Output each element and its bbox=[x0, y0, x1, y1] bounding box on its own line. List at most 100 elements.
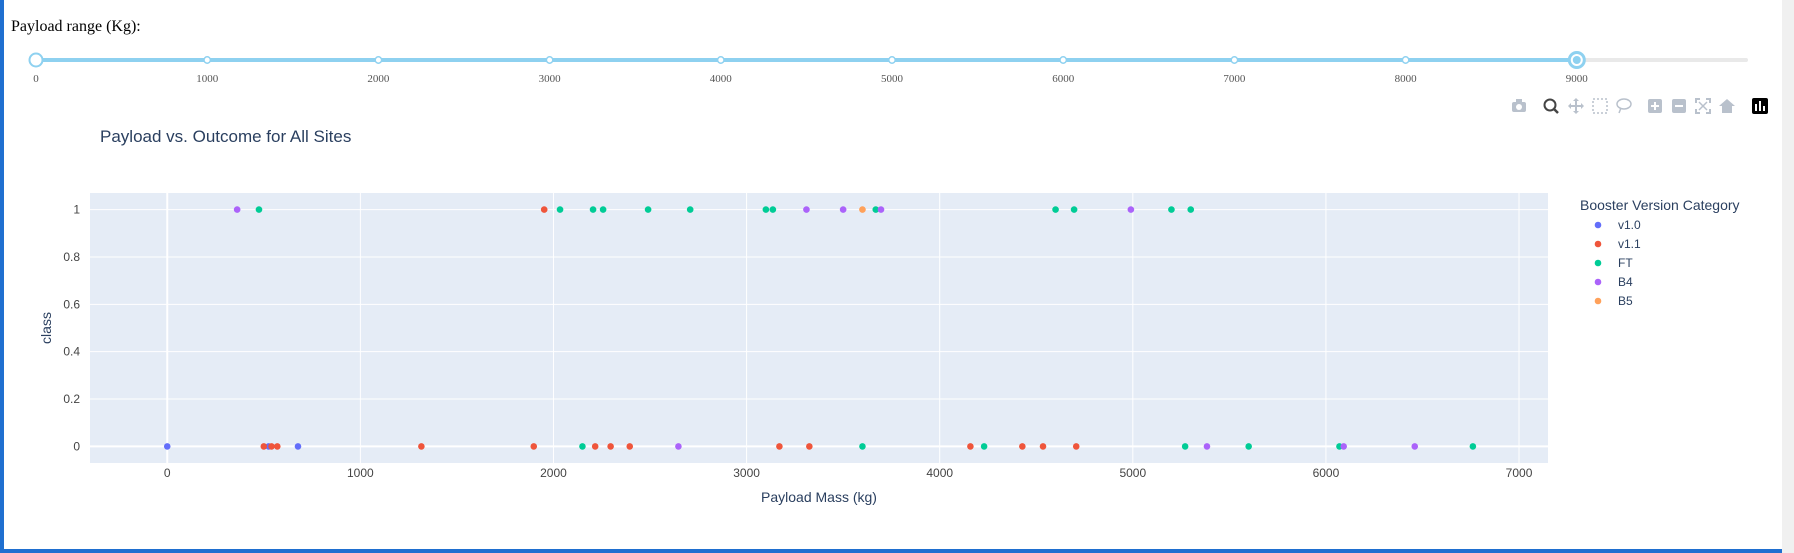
autoscale-icon[interactable] bbox=[1695, 98, 1711, 114]
slider-mark-dot[interactable] bbox=[1059, 56, 1068, 64]
data-point-v1-1[interactable] bbox=[626, 443, 634, 450]
x-tick-label: 7000 bbox=[1506, 466, 1533, 480]
data-point-v1-0[interactable] bbox=[163, 443, 171, 450]
data-point-v1-1[interactable] bbox=[591, 443, 599, 450]
slider-mark-dot[interactable] bbox=[1230, 56, 1239, 64]
plot-modebar bbox=[1512, 98, 1768, 114]
legend[interactable]: Booster Version Category v1.0 v1.1 FT B4 B5 bbox=[1580, 197, 1740, 308]
data-point-b4[interactable] bbox=[839, 206, 847, 213]
data-point-b4[interactable] bbox=[1127, 206, 1135, 213]
legend-items[interactable]: v1.0 v1.1 FT B4 B5 bbox=[1594, 218, 1641, 308]
pan-icon[interactable] bbox=[1568, 98, 1584, 114]
data-point-ft[interactable] bbox=[762, 206, 770, 213]
data-point-b4[interactable] bbox=[1203, 443, 1211, 450]
data-point-ft[interactable] bbox=[980, 443, 988, 450]
legend-marker bbox=[1594, 240, 1602, 248]
data-point-ft[interactable] bbox=[1052, 206, 1059, 213]
x-axis-ticks: 0 1000 2000 3000 4000 5000 6000 7000 bbox=[164, 466, 1533, 480]
data-point-v1-1[interactable] bbox=[268, 443, 275, 450]
data-point-ft[interactable] bbox=[589, 206, 597, 213]
slider-track[interactable] bbox=[36, 58, 1577, 62]
reset-axes-icon[interactable] bbox=[1719, 99, 1735, 113]
x-tick-label: 6000 bbox=[1313, 466, 1340, 480]
slider-mark-label: 0 bbox=[33, 73, 39, 85]
window-bottom-edge bbox=[0, 549, 1782, 553]
data-point-v1-1[interactable] bbox=[418, 443, 425, 450]
data-point-ft[interactable] bbox=[1070, 206, 1078, 213]
zoom-in-icon[interactable] bbox=[1648, 99, 1662, 113]
data-point-b4[interactable] bbox=[877, 206, 885, 213]
data-point-b4[interactable] bbox=[1340, 443, 1347, 450]
legend-marker bbox=[1594, 259, 1602, 267]
data-point-ft[interactable] bbox=[556, 206, 564, 213]
data-point-v1-1[interactable] bbox=[260, 443, 268, 450]
slider-mark-dot[interactable] bbox=[888, 56, 896, 64]
lasso-select-icon[interactable] bbox=[1616, 98, 1632, 114]
y-axis-ticks: 0 0.2 0.4 0.6 0.8 1 bbox=[63, 203, 80, 454]
data-point-v1-1[interactable] bbox=[274, 443, 281, 450]
legend-item[interactable]: B5 bbox=[1594, 294, 1633, 308]
data-point-v1-1[interactable] bbox=[1019, 443, 1026, 450]
slider-mark-label: 8000 bbox=[1395, 73, 1418, 85]
plotly-logo-icon[interactable] bbox=[1752, 98, 1768, 114]
box-select-icon[interactable] bbox=[1592, 98, 1608, 114]
data-point-ft[interactable] bbox=[644, 206, 652, 213]
y-tick-label: 0.6 bbox=[63, 297, 80, 311]
data-point-ft[interactable] bbox=[1469, 443, 1477, 450]
data-point-ft[interactable] bbox=[1187, 206, 1195, 213]
legend-item[interactable]: v1.0 bbox=[1594, 218, 1641, 232]
chart-title: Payload vs. Outcome for All Sites bbox=[100, 127, 351, 146]
slider-mark-dot[interactable] bbox=[203, 56, 212, 64]
data-point-ft[interactable] bbox=[599, 206, 607, 213]
data-point-ft[interactable] bbox=[579, 443, 586, 450]
slider-mark-dot[interactable] bbox=[545, 56, 554, 64]
slider-mark-label: 5000 bbox=[881, 73, 904, 85]
data-point-v1-1[interactable] bbox=[806, 443, 813, 450]
data-point-ft[interactable] bbox=[769, 206, 777, 213]
plot-area[interactable] bbox=[90, 193, 1548, 463]
legend-label: v1.0 bbox=[1618, 218, 1641, 232]
data-point-v1-0[interactable] bbox=[294, 443, 302, 450]
legend-label: B4 bbox=[1618, 275, 1633, 289]
x-tick-label: 1000 bbox=[347, 466, 374, 480]
legend-item[interactable]: v1.1 bbox=[1594, 237, 1641, 251]
data-point-ft[interactable] bbox=[1181, 443, 1189, 450]
camera-icon[interactable] bbox=[1512, 99, 1526, 112]
slider-mark-dot[interactable] bbox=[1401, 56, 1410, 64]
data-point-ft[interactable] bbox=[1168, 206, 1175, 213]
legend-item[interactable]: FT bbox=[1594, 256, 1634, 270]
data-point-v1-1[interactable] bbox=[1039, 443, 1047, 450]
slider-mark-label: 6000 bbox=[1052, 73, 1075, 85]
slider-mark-dot[interactable] bbox=[716, 56, 725, 64]
data-point-b5[interactable] bbox=[859, 206, 866, 213]
zoom-icon[interactable] bbox=[1543, 98, 1559, 114]
x-tick-label: 5000 bbox=[1119, 466, 1146, 480]
data-point-b4[interactable] bbox=[803, 206, 810, 213]
data-point-v1-1[interactable] bbox=[967, 443, 974, 450]
slider-title: Payload range (Kg): bbox=[11, 18, 141, 35]
data-point-v1-1[interactable] bbox=[776, 443, 783, 450]
data-point-b4[interactable] bbox=[1411, 443, 1419, 450]
slider-mark-dot[interactable] bbox=[374, 56, 383, 64]
data-point-v1-1[interactable] bbox=[530, 443, 538, 450]
data-point-ft[interactable] bbox=[859, 443, 866, 450]
payload-range-slider[interactable]: 0 1000 2000 3000 4000 5000 6000 7000 8000 9000 bbox=[28, 51, 1749, 85]
data-point-ft[interactable] bbox=[255, 206, 263, 213]
scrollbar[interactable] bbox=[1782, 0, 1794, 553]
y-tick-label: 1 bbox=[73, 203, 80, 217]
data-point-b4[interactable] bbox=[233, 206, 241, 213]
x-tick-label: 4000 bbox=[926, 466, 953, 480]
data-point-v1-1[interactable] bbox=[540, 206, 548, 213]
y-tick-label: 0.8 bbox=[63, 250, 80, 264]
zoom-out-icon[interactable] bbox=[1672, 99, 1686, 113]
data-point-v1-1[interactable] bbox=[1072, 443, 1080, 450]
data-point-b4[interactable] bbox=[675, 443, 682, 450]
data-point-ft[interactable] bbox=[872, 206, 880, 213]
slider-handle-min[interactable] bbox=[28, 52, 44, 68]
data-point-ft[interactable] bbox=[686, 206, 694, 213]
data-point-ft[interactable] bbox=[1245, 443, 1252, 450]
slider-handle-max-ring bbox=[1570, 54, 1583, 66]
data-point-v1-1[interactable] bbox=[607, 443, 614, 450]
legend-item[interactable]: B4 bbox=[1594, 275, 1633, 289]
